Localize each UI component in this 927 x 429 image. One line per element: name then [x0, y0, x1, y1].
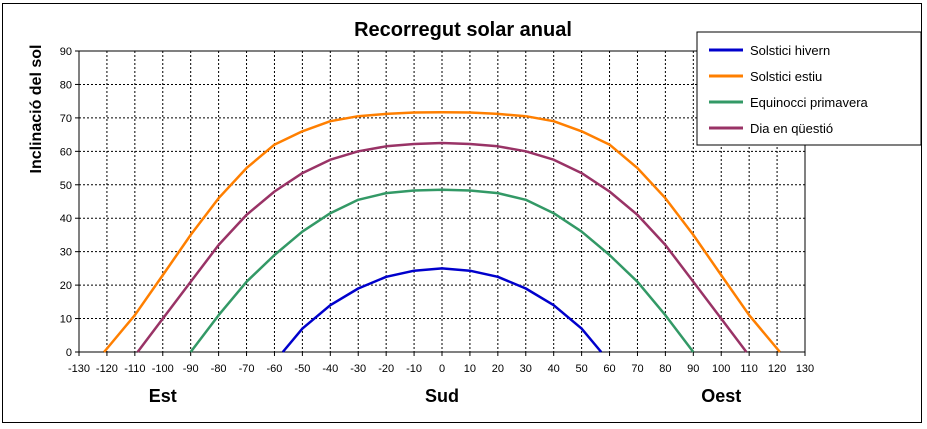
y-tick-label: 70 [60, 113, 72, 125]
y-tick-label: 80 [60, 79, 72, 91]
x-tick-label: 10 [464, 363, 476, 375]
x-tick-label: 0 [439, 363, 445, 375]
x-tick-label: 20 [492, 363, 504, 375]
y-tick-label: 30 [60, 247, 72, 259]
y-tick-labels: 0 10 20 30 40 50 60 70 80 90 [60, 46, 72, 359]
x-tick-label: 40 [548, 363, 560, 375]
legend: Solstici hivern Solstici estiu Equinocci p… [696, 31, 921, 146]
series-line-2 [103, 110, 781, 353]
grid [79, 50, 805, 352]
direction-label: Oest [701, 386, 741, 406]
x-tick-label: -20 [378, 363, 394, 375]
chart-svg: Recorregut solar anual Inclinació del so… [28, 19, 921, 406]
y-tick-label: 40 [60, 213, 72, 225]
x-tick-label: -130 [68, 363, 90, 375]
y-tick-label: 10 [60, 314, 72, 326]
x-tick-label: -50 [294, 363, 310, 375]
y-tick-label: 50 [60, 180, 72, 192]
x-tick-label: -80 [211, 363, 227, 375]
x-tick-label: 70 [631, 363, 643, 375]
series-line-4 [136, 141, 748, 353]
x-tick-label: 100 [712, 363, 730, 375]
x-tick-label: 130 [796, 363, 814, 375]
x-tick-label: 30 [520, 363, 532, 375]
x-tick-label: -90 [183, 363, 199, 375]
legend-label: Solstici estiu [750, 69, 822, 84]
x-tick-labels: -130 -120 -110 -100 -90 -80 -70 -60 -50 -40 -30 -20… [68, 363, 814, 375]
x-tick-label: 50 [575, 363, 587, 375]
direction-label: Sud [425, 386, 459, 406]
x-tick-label: 90 [687, 363, 699, 375]
series-line-1 [281, 267, 603, 353]
chart-frame: Recorregut solar anual Inclinació del so… [2, 3, 922, 423]
y-axis-label: Inclinació del sol [28, 45, 45, 174]
x-tick-label: 80 [659, 363, 671, 375]
legend-label: Dia en qüestió [750, 121, 833, 136]
x-tick-label: 60 [603, 363, 615, 375]
plot-border [78, 50, 806, 353]
direction-label: Est [149, 386, 177, 406]
legend-label: Equinocci primavera [750, 95, 869, 110]
x-tick-label: -30 [350, 363, 366, 375]
y-tick-label: 20 [60, 280, 72, 292]
x-tick-label: -60 [267, 363, 283, 375]
x-tick-label: -70 [239, 363, 255, 375]
y-tick-label: 60 [60, 146, 72, 158]
axes [75, 50, 806, 356]
x-tick-label: -100 [152, 363, 174, 375]
x-tick-label: 110 [740, 363, 758, 375]
chart-title: Recorregut solar anual [354, 19, 572, 41]
x-tick-label: -10 [406, 363, 422, 375]
x-tick-label: -110 [124, 363, 145, 375]
series-lines [103, 110, 781, 353]
x-tick-label: -40 [322, 363, 338, 375]
y-tick-label: 90 [60, 46, 72, 58]
legend-label: Solstici hivern [750, 43, 830, 58]
y-tick-label: 0 [66, 347, 72, 359]
series-line-3 [189, 188, 695, 353]
x-tick-label: 120 [768, 363, 786, 375]
direction-labels: Est Sud Oest [149, 386, 741, 406]
x-tick-label: -120 [96, 363, 118, 375]
